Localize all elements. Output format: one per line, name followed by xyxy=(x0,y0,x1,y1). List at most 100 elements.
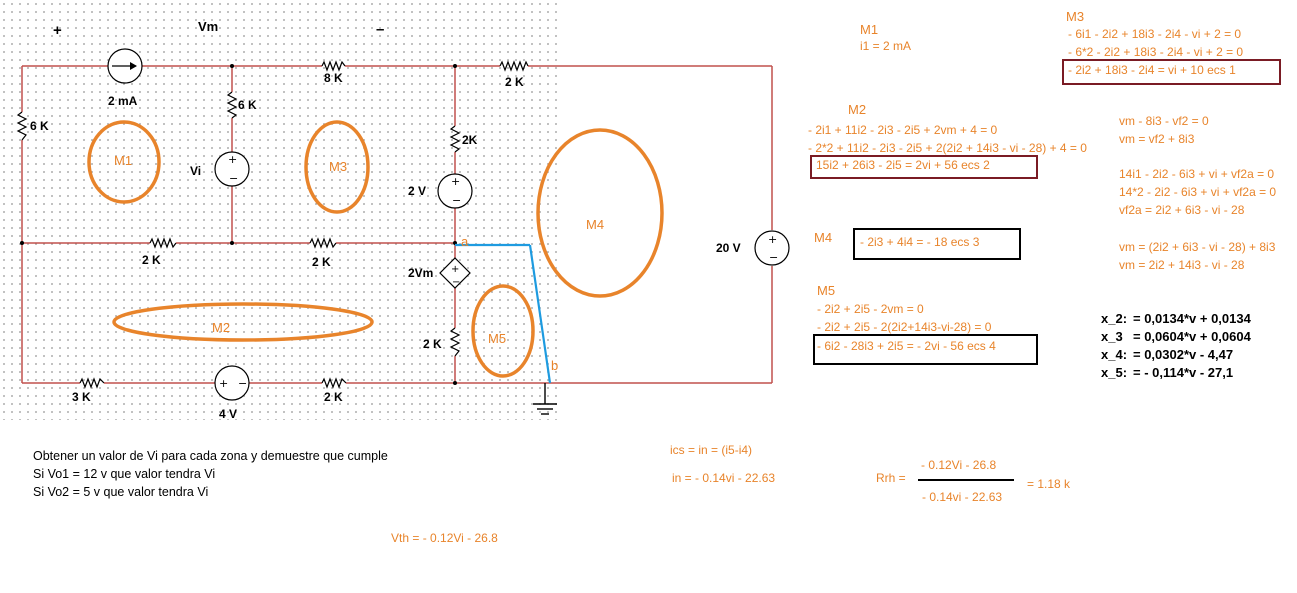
mesh-oval-m1 xyxy=(87,120,161,204)
x3-name: x_3 xyxy=(1101,329,1123,344)
problem-line-2: Si Vo1 = 12 v que valor tendra Vi xyxy=(33,467,216,481)
m4-title: M4 xyxy=(814,230,833,245)
resistor-3k-label: 3 K xyxy=(72,390,91,404)
vm-eq7: vm = 2i2 + 14i3 - vi - 28 xyxy=(1119,258,1245,272)
source-20v-label: 20 V xyxy=(716,241,741,255)
vm-eq2: vm = vf2 + 8i3 xyxy=(1119,132,1195,146)
mesh-oval-m2 xyxy=(112,302,374,342)
white-area-bottom xyxy=(0,420,1297,593)
resistor-2k-low xyxy=(449,327,461,357)
m2-eq3: 15i2 + 26i3 - 2i5 = 2vi + 56 ecs 2 xyxy=(816,158,990,172)
svg-text:−: − xyxy=(229,172,238,185)
rth-denominator: - 0.14vi - 22.63 xyxy=(922,490,1003,504)
resistor-2k-vertical xyxy=(449,125,461,153)
rth-label: Rrh = xyxy=(876,471,906,485)
node-b-label: b xyxy=(551,358,559,373)
dependent-source-label: 2Vm xyxy=(408,266,434,280)
m1-equation: i1 = 2 mA xyxy=(860,39,912,53)
m5-eq1: - 2i2 + 2i5 - 2vm = 0 xyxy=(817,302,924,316)
resistor-2k-horizontal-right xyxy=(309,237,337,249)
x4-value: = 0,0302*v - 4,47 xyxy=(1133,347,1234,362)
polarity-plus: + xyxy=(53,22,62,39)
x3-value: = 0,0604*v + 0,0604 xyxy=(1133,329,1251,344)
svg-text:+: + xyxy=(451,175,460,188)
ecs1-box xyxy=(1062,59,1281,85)
resistor-3k xyxy=(79,377,105,389)
m2-eq2: - 2*2 + 11i2 - 2i3 - 2i5 + 2(2i2 + 14i3 … xyxy=(808,141,1087,155)
voltage-source-2v: + − xyxy=(437,173,473,209)
vm-eq4: 14*2 - 2i2 - 6i3 + vi + vf2a = 0 xyxy=(1119,185,1277,199)
vth-equation: Vth = - 0.12Vi - 26.8 xyxy=(391,531,498,545)
m5-eq2: - 2i2 + 2i5 - 2(2i2+14i3-vi-28) = 0 xyxy=(817,320,992,334)
resistor-6k-left xyxy=(16,111,28,141)
vm-label: Vm xyxy=(198,19,219,34)
vm-eq1: vm - 8i3 - vf2 = 0 xyxy=(1119,114,1209,128)
resistor-2k-horizontal-left xyxy=(149,237,177,249)
svg-text:+: + xyxy=(451,264,459,275)
current-source-2ma xyxy=(107,48,143,84)
dependent-voltage-source-2vm: + − xyxy=(439,257,471,289)
svg-text:+: + xyxy=(768,233,777,246)
x5-name: x_5: xyxy=(1101,365,1128,380)
problem-line-1: Obtener un valor de Vi para cada zona y … xyxy=(33,449,388,463)
resistor-8k xyxy=(321,60,346,72)
m3-eq2: - 6*2 - 2i2 + 18i3 - 2i4 - vi + 2 = 0 xyxy=(1068,45,1244,59)
resistor-2k-bottom-label: 2 K xyxy=(324,390,343,404)
m3-eq3: - 2i2 + 18i3 - 2i4 = vi + 10 ecs 1 xyxy=(1068,63,1236,77)
fraction-bar xyxy=(918,479,1014,481)
x2-value: = 0,0134*v + 0,0134 xyxy=(1133,311,1251,326)
x4-name: x_4: xyxy=(1101,347,1128,362)
ground-icon xyxy=(533,383,557,415)
ecs4-box xyxy=(813,334,1038,365)
circuit-wires xyxy=(21,65,773,384)
m1-title: M1 xyxy=(860,22,879,37)
m2-title: M2 xyxy=(848,102,867,117)
current-source-label: 2 mA xyxy=(108,94,138,108)
vm-eq3: 14i1 - 2i2 - 6i3 + vi + vf2a = 0 xyxy=(1119,167,1275,181)
resistor-8k-label: 8 K xyxy=(324,71,343,85)
problem-line-3: Si Vo2 = 5 v que valor tendra Vi xyxy=(33,485,209,499)
m3-title: M3 xyxy=(1066,9,1085,24)
mesh-oval-m4 xyxy=(536,128,664,298)
mesh-oval-m3 xyxy=(304,120,370,214)
node-a-label: a xyxy=(461,234,469,249)
resistor-6k-mid xyxy=(226,91,238,119)
voltage-source-20v: + − xyxy=(754,230,790,266)
rth-numerator: - 0.12Vi - 26.8 xyxy=(921,458,997,472)
ics-equation: ics = in = (i5-i4) xyxy=(670,443,753,457)
mesh-m3-label: M3 xyxy=(329,159,348,174)
mesh-oval-m5 xyxy=(471,284,535,378)
resistor-2k-vertical-label: 2K xyxy=(462,133,478,147)
svg-text:+: + xyxy=(228,153,237,166)
resistor-2k-top xyxy=(499,60,529,72)
svg-text:−: − xyxy=(238,377,247,390)
mesh-m1-label: M1 xyxy=(114,153,133,168)
source-4v-label: 4 V xyxy=(219,407,238,421)
mesh-m5-label: M5 xyxy=(488,331,507,346)
thevenin-terminal-line xyxy=(455,243,552,384)
ecs2-box xyxy=(810,155,1038,179)
x5-value: = - 0,114*v - 27,1 xyxy=(1133,365,1234,380)
ecs3-box xyxy=(853,228,1021,260)
resistor-6k-mid-label: 6 K xyxy=(238,98,257,112)
mesh-m4-label: M4 xyxy=(586,217,605,232)
resistor-2k-h1-label: 2 K xyxy=(142,253,161,267)
resistor-6k-left-label: 6 K xyxy=(30,119,49,133)
m3-eq1: - 6i1 - 2i2 + 18i3 - 2i4 - vi + 2 = 0 xyxy=(1068,27,1242,41)
in-equation: in = - 0.14vi - 22.63 xyxy=(672,471,776,485)
circuit-nodes xyxy=(20,64,457,385)
resistor-2k-top-label: 2 K xyxy=(505,75,524,89)
resistor-2k-h2-label: 2 K xyxy=(312,255,331,269)
svg-text:−: − xyxy=(769,251,778,264)
m5-title: M5 xyxy=(817,283,836,298)
voltage-source-vi: + − xyxy=(214,151,250,187)
polarity-minus: – xyxy=(376,21,385,38)
rth-value: = 1.18 k xyxy=(1027,477,1071,491)
svg-text:−: − xyxy=(452,277,460,288)
voltage-source-4v: + − xyxy=(214,365,250,401)
vm-eq5: vf2a = 2i2 + 6i3 - vi - 28 xyxy=(1119,203,1245,217)
m5-eq3: - 6i2 - 28i3 + 2i5 = - 2vi - 56 ecs 4 xyxy=(817,339,996,353)
vm-eq6: vm = (2i2 + 6i3 - vi - 28) + 8i3 xyxy=(1119,240,1276,254)
source-2v-label: 2 V xyxy=(408,184,427,198)
